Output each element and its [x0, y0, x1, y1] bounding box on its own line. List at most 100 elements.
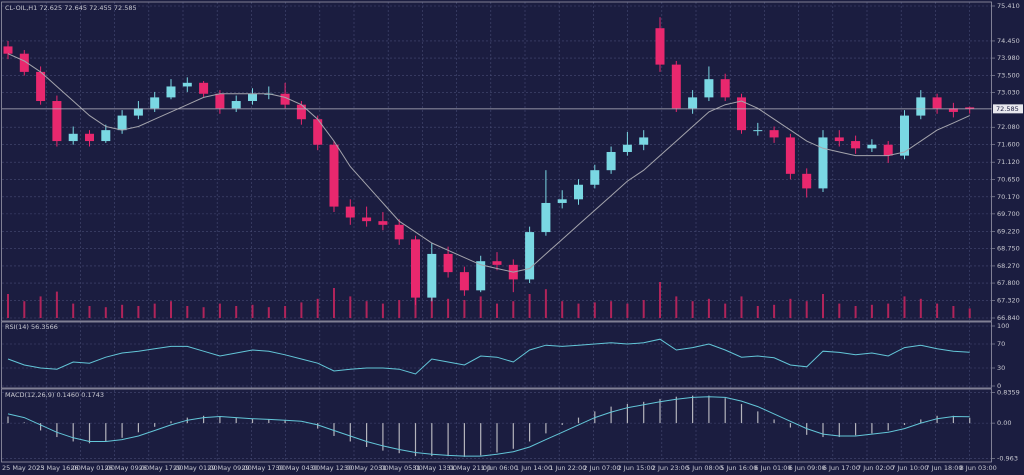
candle-body [932, 97, 942, 109]
low: 72.455 [89, 4, 112, 12]
candle-body [867, 144, 877, 149]
x-tick-label: 26 May 09:00 [105, 464, 150, 472]
candle-body [68, 133, 78, 142]
candle-body [248, 93, 257, 102]
close: 72.585 [114, 4, 137, 12]
x-tick-label: 26 May 17:00 [139, 464, 184, 472]
x-tick-label: 1 Jun 14:00 [515, 464, 552, 472]
volume-bar [55, 291, 58, 318]
volume-bar [137, 306, 140, 318]
volume-bar [447, 298, 450, 318]
volume-bar [854, 306, 857, 318]
volume-bar [7, 294, 9, 318]
candle-body [345, 206, 355, 218]
macd-panel [1, 388, 992, 463]
x-tick-label: 26 May 01:00 [70, 464, 115, 472]
y-tick-label: 74.450 [997, 37, 1020, 45]
x-tick-label: 7 Jun 02:00 [857, 464, 894, 472]
volume-bar [561, 301, 564, 318]
x-tick-label: 1 Jun 22:00 [549, 464, 586, 472]
candle-body [671, 64, 681, 109]
candle-body [231, 101, 241, 109]
volume-bar [186, 306, 189, 318]
candle-body [704, 79, 714, 98]
volume-bar [936, 303, 939, 318]
candle-body [313, 119, 323, 145]
candle-body [753, 130, 763, 132]
x-tick-label: 2 Jun 23:00 [652, 464, 689, 472]
volume-bar [430, 291, 433, 318]
volume-bar [153, 303, 156, 318]
candle-body [639, 137, 649, 145]
candle-body [574, 184, 583, 200]
x-tick-label: 31 May 05:00 [378, 464, 423, 472]
candle-body [133, 108, 143, 116]
y-tick-label: 70 [997, 340, 1005, 348]
y-tick-label: 66.840 [997, 314, 1020, 322]
candle-body [215, 93, 225, 109]
x-tick-label: 2 Jun 07:00 [583, 464, 620, 472]
candle-body [117, 115, 127, 131]
y-tick-label: 70.650 [997, 175, 1020, 183]
y-tick-label: 71.600 [997, 141, 1020, 149]
y-tick-label: 100 [997, 322, 1009, 330]
volume-bar [251, 304, 254, 318]
candle-body [52, 101, 62, 142]
volume-bar [887, 303, 890, 318]
macd-signal-line [7, 396, 970, 457]
volume-bar [659, 282, 661, 318]
volume-bar [544, 289, 547, 318]
x-tick-label: 30 May 20:00 [344, 464, 389, 472]
candle-body [362, 217, 372, 222]
last-price-label: 72.585 [996, 105, 1019, 113]
candle-body [296, 104, 306, 120]
y-tick-label: 68.750 [997, 244, 1020, 252]
x-tick-label: 8 Jun 03:00 [960, 464, 997, 472]
volume-bar [691, 301, 694, 318]
volume-bar [740, 296, 743, 318]
moving-average [7, 53, 970, 273]
candle-body [883, 144, 893, 156]
volume-bar [479, 296, 482, 318]
y-tick-label: 71.120 [997, 158, 1020, 166]
candle-body [769, 130, 779, 138]
x-tick-label: 2 Jun 15:00 [618, 464, 655, 472]
x-tick-label: 29 May 09:00 [207, 464, 252, 472]
y-tick-label: 68.270 [997, 262, 1020, 270]
y-tick-label: 73.980 [997, 54, 1020, 62]
candle-body [525, 232, 535, 280]
volume-bar [300, 302, 303, 318]
volume-bar [756, 306, 759, 318]
candle-body [427, 253, 437, 298]
candle-body [411, 239, 420, 298]
plot [3, 17, 975, 457]
candle-body [182, 82, 192, 87]
volume-bar [675, 296, 678, 318]
y-tick-label: -0.963 [997, 454, 1018, 462]
x-tick-label: 29 May 17:00 [241, 464, 286, 472]
y-tick-label: 30 [997, 364, 1005, 372]
rsi-line [7, 338, 970, 375]
x-tick-label: 1 Jun 06:00 [481, 464, 518, 472]
x-tick-label: 29 May 01:00 [173, 464, 218, 472]
volume-bar [919, 298, 922, 318]
volume-bar [577, 303, 580, 318]
x-tick-label: 5 Jun 08:00 [686, 464, 723, 472]
volume-bar [952, 306, 955, 318]
volume-bar [284, 306, 287, 318]
y-tick-label: 70.170 [997, 193, 1020, 201]
candle-body [36, 71, 46, 102]
candle-body [965, 107, 975, 109]
y-tick-label: 69.220 [997, 227, 1020, 235]
candle-body [459, 272, 469, 291]
rsi-header: RSI(14) 56.3566 [5, 323, 58, 331]
volume-bar [822, 294, 824, 318]
candle-body [900, 115, 909, 156]
volume-bar [610, 301, 613, 318]
volume-bar [496, 303, 498, 318]
x-tick-label: 6 Jun 17:00 [823, 464, 860, 472]
candle-body [655, 28, 665, 65]
x-tick-label: 6 Jun 01:00 [754, 464, 791, 472]
x-tick-label: 30 May 04:00 [276, 464, 321, 472]
